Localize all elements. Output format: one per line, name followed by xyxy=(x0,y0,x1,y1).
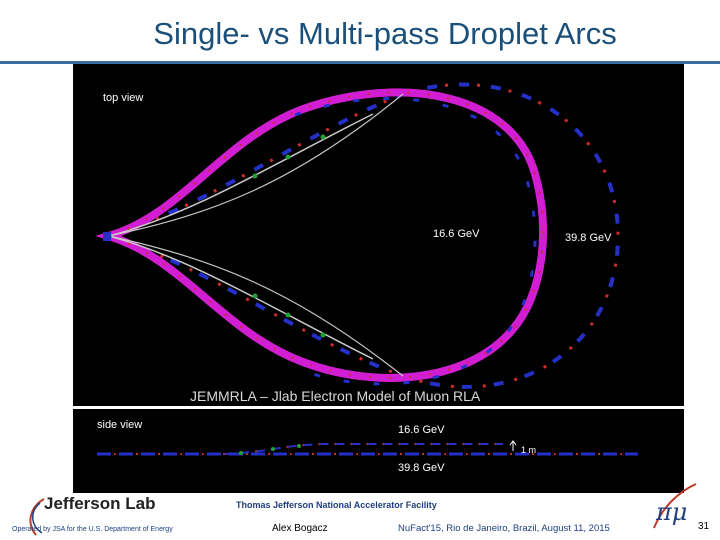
presenter-name: Alex Bogacz xyxy=(272,523,328,534)
page-number: 31 xyxy=(698,521,710,532)
scale-arrow-head xyxy=(509,440,517,446)
top-view-diagram xyxy=(95,82,621,389)
outer-arc-ring xyxy=(102,82,621,389)
outer-energy-label: 39.8 GeV xyxy=(565,232,612,244)
sextupole-marker xyxy=(252,173,258,179)
sextupole-marker xyxy=(285,154,291,160)
top-view-panel: top view 16.6 GeV 39.8 GeV xyxy=(73,64,684,406)
event-info: NuFact'15, Rio de Janeiro, Brazil, Augus… xyxy=(398,523,610,534)
side-sextupole xyxy=(271,447,275,451)
outer-transfer-upper xyxy=(108,93,404,237)
sextupole-marker xyxy=(285,312,291,318)
sextupole-marker xyxy=(320,332,326,338)
slide-title: Single- vs Multi-pass Droplet Arcs xyxy=(153,16,617,51)
jefferson-lab-swoosh-icon xyxy=(29,498,45,536)
side-view-diagram xyxy=(97,440,638,456)
side-beamline-upper-quads xyxy=(222,443,503,455)
jefferson-lab-logo: Jefferson Lab xyxy=(44,494,156,513)
title-bar: Single- vs Multi-pass Droplet Arcs xyxy=(0,0,720,60)
model-caption: JEMMRLA – Jlab Electron Model of Muon RL… xyxy=(190,388,481,404)
inner-energy-label: 16.6 GeV xyxy=(433,228,480,240)
linac-end-block xyxy=(103,232,111,241)
top-view-label: top view xyxy=(103,92,144,104)
side-upper-energy-label: 16.6 GeV xyxy=(398,424,445,436)
inner-dipoles xyxy=(294,97,537,386)
scale-label: 1 m xyxy=(521,445,537,455)
side-sextupole xyxy=(239,451,243,455)
footer xyxy=(0,493,720,540)
title-rule xyxy=(0,61,720,64)
side-view-label: side view xyxy=(97,419,143,431)
side-view-panel: side view 16.6 GeV 1 m 39.8 GeV xyxy=(73,409,684,493)
side-lower-energy-label: 39.8 GeV xyxy=(398,462,445,474)
sextupole-marker xyxy=(252,293,258,299)
facility-name: Thomas Jefferson National Accelerator Fa… xyxy=(236,500,437,510)
operated-by-text: Operated by JSA for the U.S. Department … xyxy=(12,526,173,533)
outer-transfer-lower xyxy=(108,235,404,377)
pi-mu-glyph: πμ xyxy=(655,498,687,526)
inner-beamline-lower xyxy=(108,235,374,360)
side-sextupole xyxy=(297,444,301,448)
inner-beamline-upper xyxy=(108,113,374,237)
pi-mu-logo-icon: πμ xyxy=(653,483,697,529)
inner-arc-ring xyxy=(95,88,548,382)
sextupole-marker xyxy=(320,134,326,140)
